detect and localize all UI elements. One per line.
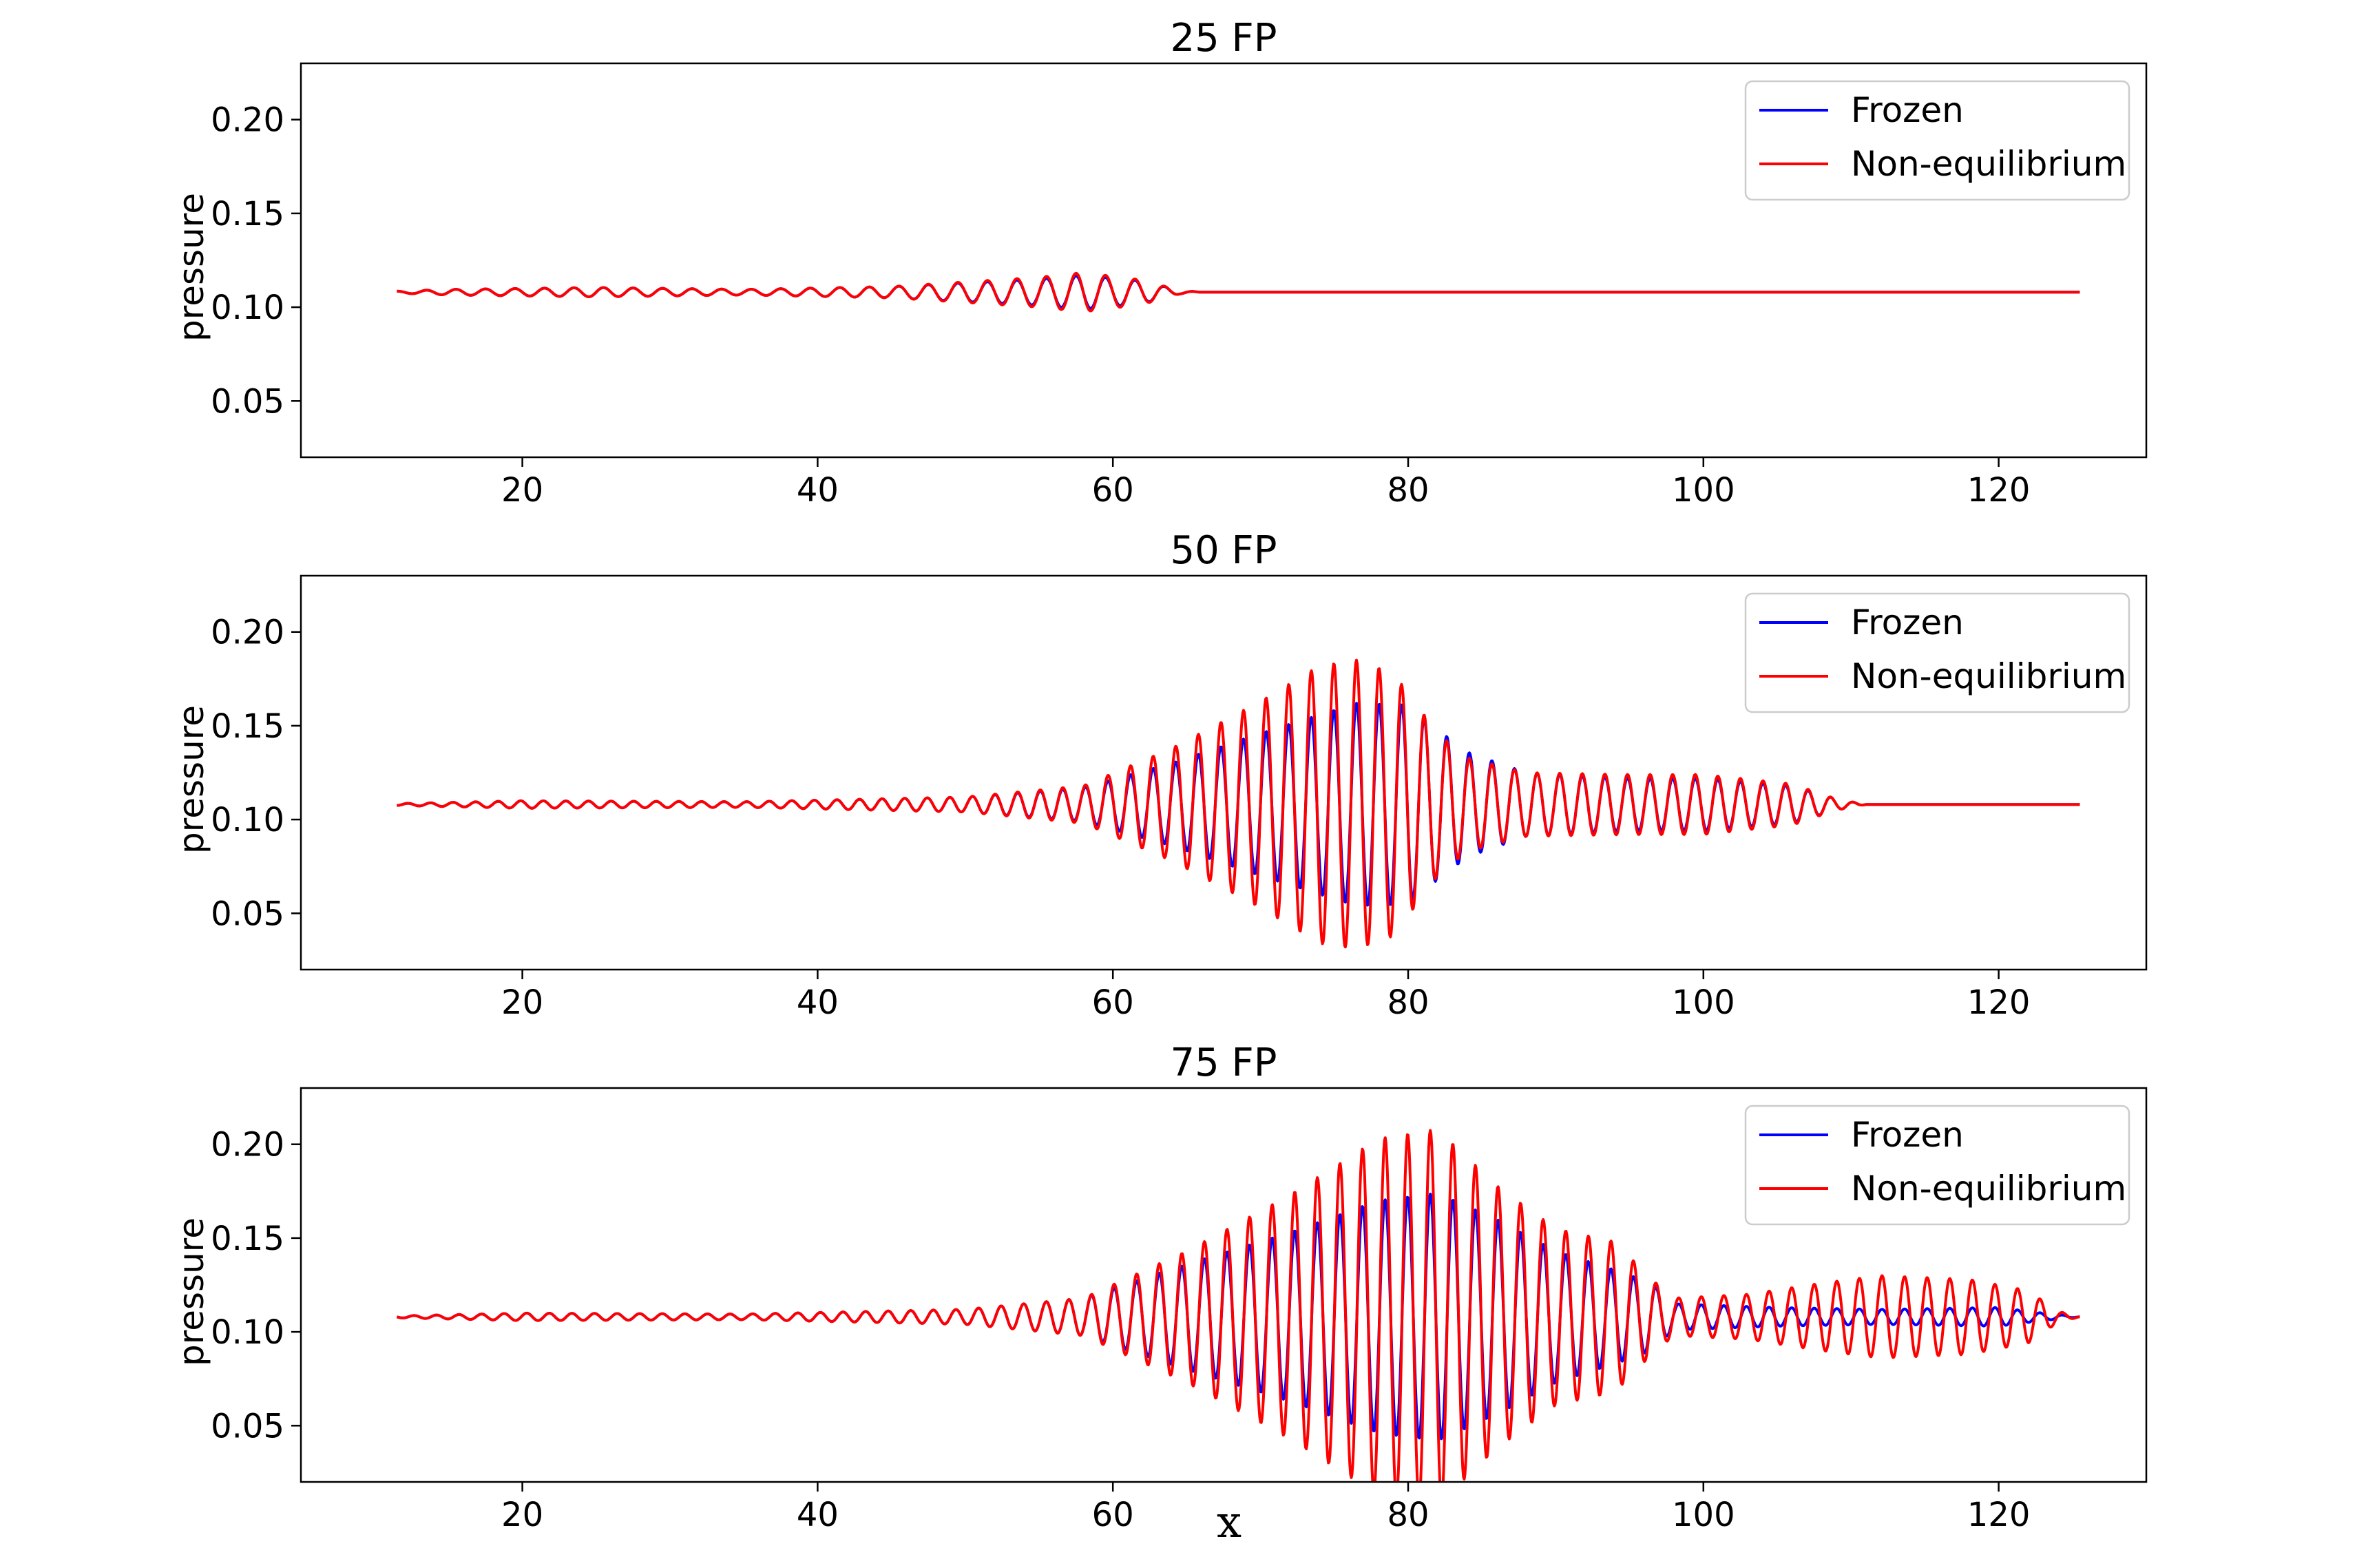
legend-label: Non-equilibrium — [1851, 1169, 2126, 1209]
legend-label: Frozen — [1851, 90, 1964, 130]
series-line-non-equilibrium — [396, 271, 2081, 313]
y-tick-label: 0.10 — [211, 289, 284, 327]
plot-frame — [300, 574, 2148, 971]
x-tick-label: 20 — [501, 1496, 543, 1534]
plot-frame — [300, 62, 2148, 459]
y-tick-label: 0.05 — [211, 382, 284, 421]
x-tick-label: 60 — [1092, 1496, 1134, 1534]
x-tick-label: 100 — [1672, 1496, 1735, 1534]
series-line-non-equilibrium — [396, 1129, 2081, 1482]
x-tick-label: 120 — [1967, 471, 2031, 510]
x-tick-label: 80 — [1387, 1496, 1429, 1534]
legend-label: Frozen — [1851, 1115, 1964, 1155]
y-tick-label: 0.05 — [211, 1407, 284, 1445]
series-line-non-equilibrium — [396, 658, 2081, 949]
legend: Frozen Non-equilibrium — [1744, 80, 2130, 201]
x-tick-label: 40 — [797, 471, 839, 510]
x-tick-label: 100 — [1672, 471, 1735, 510]
x-tick-label: 80 — [1387, 983, 1429, 1022]
plot-frame — [300, 1087, 2148, 1483]
chart-panel: 75 FP pressure 20 40 60 80 100 120 0.05 0.10 0.15 0… — [171, 1041, 2148, 1534]
legend-label: Frozen — [1851, 603, 1964, 642]
y-axis-label: pressure — [171, 705, 211, 854]
panels: 25 FP pressure 20 40 60 80 100 120 0.05 0.10 0.15 0… — [171, 16, 2148, 1534]
chart-title: 75 FP — [1170, 1041, 1277, 1085]
y-tick-label: 0.15 — [211, 195, 284, 233]
legend-box — [1744, 592, 2130, 713]
x-tick-label: 120 — [1967, 1496, 2031, 1534]
y-tick-label: 0.10 — [211, 801, 284, 839]
y-tick-label: 0.15 — [211, 1220, 284, 1258]
y-tick-label: 0.20 — [211, 101, 284, 140]
y-tick-label: 0.20 — [211, 1126, 284, 1164]
x-tick-label: 60 — [1092, 983, 1134, 1022]
x-tick-label: 60 — [1092, 471, 1134, 510]
chart-panel: 25 FP pressure 20 40 60 80 100 120 0.05 0.10 0.15 0… — [171, 16, 2148, 510]
x-axis-label: x — [1217, 1497, 1242, 1548]
x-tick-label: 40 — [797, 1496, 839, 1534]
legend-box — [1744, 80, 2130, 201]
chart-title: 25 FP — [1170, 16, 1277, 61]
y-tick-label: 0.15 — [211, 707, 284, 746]
y-axis-label: pressure — [171, 193, 211, 342]
legend: Frozen Non-equilibrium — [1744, 1105, 2130, 1226]
x-tick-label: 40 — [797, 983, 839, 1022]
y-axis-label: pressure — [171, 1217, 211, 1366]
x-tick-label: 80 — [1387, 471, 1429, 510]
chart-panel: 50 FP pressure 20 40 60 80 100 120 0.05 0.10 0.15 0… — [171, 528, 2148, 1022]
x-tick-label: 20 — [501, 471, 543, 510]
legend-label: Non-equilibrium — [1851, 656, 2126, 696]
legend: Frozen Non-equilibrium — [1744, 592, 2130, 713]
x-tick-label: 20 — [501, 983, 543, 1022]
legend-label: Non-equilibrium — [1851, 144, 2126, 184]
x-tick-label: 120 — [1967, 983, 2031, 1022]
x-tick-label: 100 — [1672, 983, 1735, 1022]
y-tick-label: 0.20 — [211, 614, 284, 652]
y-tick-label: 0.05 — [211, 895, 284, 933]
legend-box — [1744, 1105, 2130, 1226]
chart-title: 50 FP — [1170, 528, 1277, 573]
y-tick-label: 0.10 — [211, 1313, 284, 1352]
